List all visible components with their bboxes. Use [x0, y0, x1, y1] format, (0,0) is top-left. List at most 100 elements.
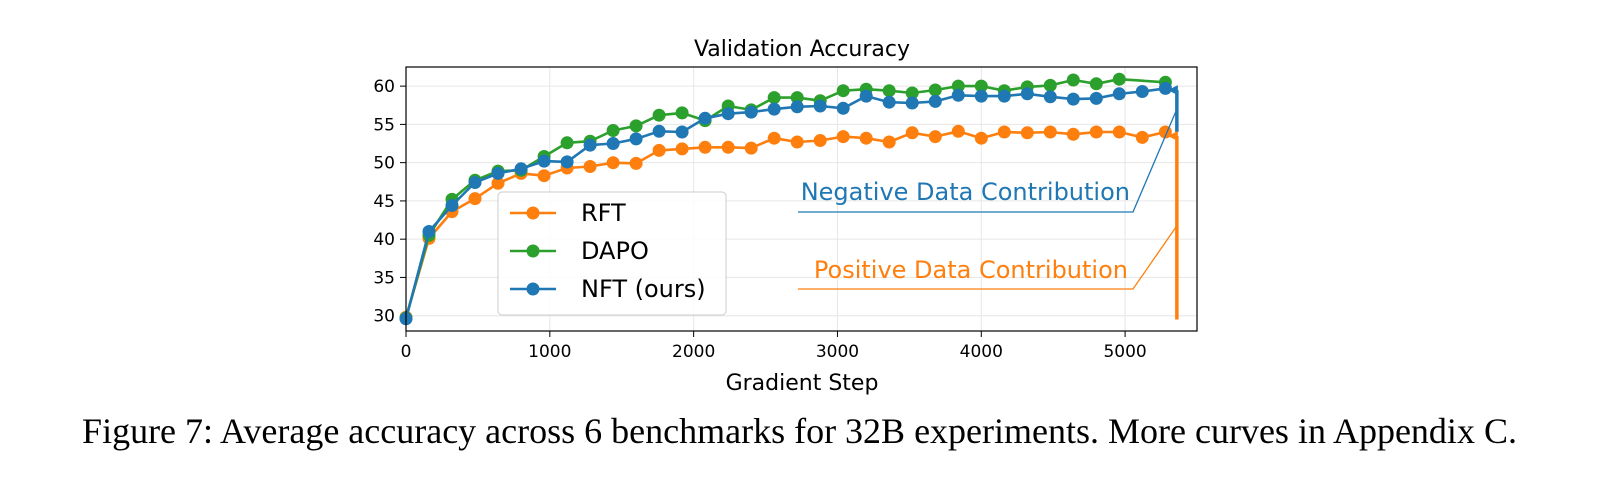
data-point — [491, 166, 505, 180]
data-point — [928, 83, 942, 97]
data-point — [882, 84, 896, 98]
legend: RFT DAPO NFT (ours) — [497, 191, 727, 316]
data-point — [583, 138, 597, 152]
annotation-label: Negative Data Contribution — [801, 178, 1130, 206]
data-point — [1135, 85, 1149, 98]
y-tick-label: 60 — [373, 77, 395, 97]
y-tick-label: 30 — [373, 307, 395, 327]
data-point — [468, 192, 482, 206]
data-point — [836, 130, 850, 144]
annotation-label: Positive Data Contribution — [814, 256, 1128, 284]
chart-title: Validation Accuracy — [694, 37, 910, 62]
data-point — [882, 135, 896, 149]
y-tick-label: 55 — [373, 115, 395, 135]
data-point — [859, 131, 873, 145]
legend-label: RFT — [581, 199, 626, 227]
annotation-connector — [798, 225, 1178, 290]
data-point — [767, 102, 781, 116]
data-point — [951, 124, 965, 138]
legend-swatch-marker — [526, 282, 540, 296]
chart: Validation Accuracy 0 1000 2000 3000 4000 500… — [373, 37, 1198, 396]
data-point — [836, 84, 850, 98]
x-tick-label: 3000 — [816, 342, 859, 362]
x-tick-label: 2000 — [672, 342, 715, 362]
legend-label: NFT (ours) — [581, 275, 706, 303]
data-point — [1066, 127, 1080, 141]
data-point — [1158, 81, 1172, 95]
data-point — [1089, 125, 1103, 139]
data-point — [1020, 87, 1034, 101]
data-point — [790, 91, 804, 105]
data-point — [882, 95, 896, 109]
data-point — [537, 169, 551, 183]
data-point — [790, 100, 804, 114]
data-point — [813, 99, 827, 113]
data-point — [1112, 87, 1126, 101]
data-point — [1089, 77, 1103, 91]
data-point — [721, 140, 735, 154]
data-point — [928, 94, 942, 108]
x-ticks: 0 1000 2000 3000 4000 5000 — [401, 331, 1147, 362]
data-point — [1112, 72, 1126, 86]
data-point — [560, 155, 574, 169]
x-tick-label: 1000 — [528, 342, 571, 362]
data-point — [606, 156, 620, 170]
data-point — [1020, 126, 1034, 140]
data-point — [1089, 91, 1103, 105]
data-point — [675, 142, 689, 156]
data-point — [1043, 78, 1057, 92]
legend-label: DAPO — [581, 237, 649, 265]
data-point — [560, 136, 574, 150]
data-point — [537, 154, 551, 168]
data-point — [583, 160, 597, 173]
data-point — [675, 106, 689, 120]
data-point — [606, 124, 620, 137]
data-point — [445, 199, 459, 212]
data-point — [1043, 125, 1057, 139]
y-tick-label: 50 — [373, 154, 395, 174]
data-point — [1135, 130, 1149, 144]
data-point — [997, 89, 1011, 103]
data-point — [652, 108, 666, 122]
y-ticks: 30 35 40 45 50 55 60 — [373, 77, 406, 327]
data-point — [675, 125, 689, 139]
legend-swatch-marker — [526, 206, 540, 220]
y-tick-label: 45 — [373, 192, 395, 212]
data-point — [790, 135, 804, 149]
data-point — [629, 132, 643, 146]
series-line — [404, 130, 1166, 318]
y-tick-label: 40 — [373, 230, 395, 250]
data-point — [606, 137, 620, 150]
annotation-0: Negative Data Contribution — [798, 85, 1179, 213]
legend-swatch-marker — [526, 244, 540, 258]
data-point — [767, 91, 781, 105]
data-point — [905, 86, 919, 100]
data-point — [859, 89, 873, 103]
legend-box — [497, 191, 727, 316]
data-point — [836, 101, 850, 115]
data-point — [629, 156, 643, 170]
data-point — [744, 141, 758, 155]
data-point — [491, 176, 505, 190]
data-point — [951, 88, 965, 102]
data-point — [744, 105, 758, 119]
data-point — [698, 140, 712, 154]
x-tick-label: 5000 — [1103, 342, 1146, 362]
data-point — [1112, 125, 1126, 139]
data-point — [767, 131, 781, 145]
data-point — [1043, 90, 1057, 104]
data-point — [1066, 73, 1080, 87]
data-point — [813, 134, 827, 147]
series-layer — [399, 72, 1172, 326]
x-tick-label: 4000 — [960, 342, 1003, 362]
data-point — [951, 79, 965, 93]
y-tick-label: 35 — [373, 268, 395, 288]
data-point — [905, 96, 919, 110]
data-point — [974, 89, 988, 103]
data-point — [974, 131, 988, 145]
annotation-layer: Negative Data Contribution Positive Data … — [798, 85, 1179, 320]
data-point — [514, 162, 528, 176]
data-point — [698, 111, 712, 125]
series-line — [404, 87, 1166, 320]
x-tick-label: 0 — [401, 342, 412, 362]
